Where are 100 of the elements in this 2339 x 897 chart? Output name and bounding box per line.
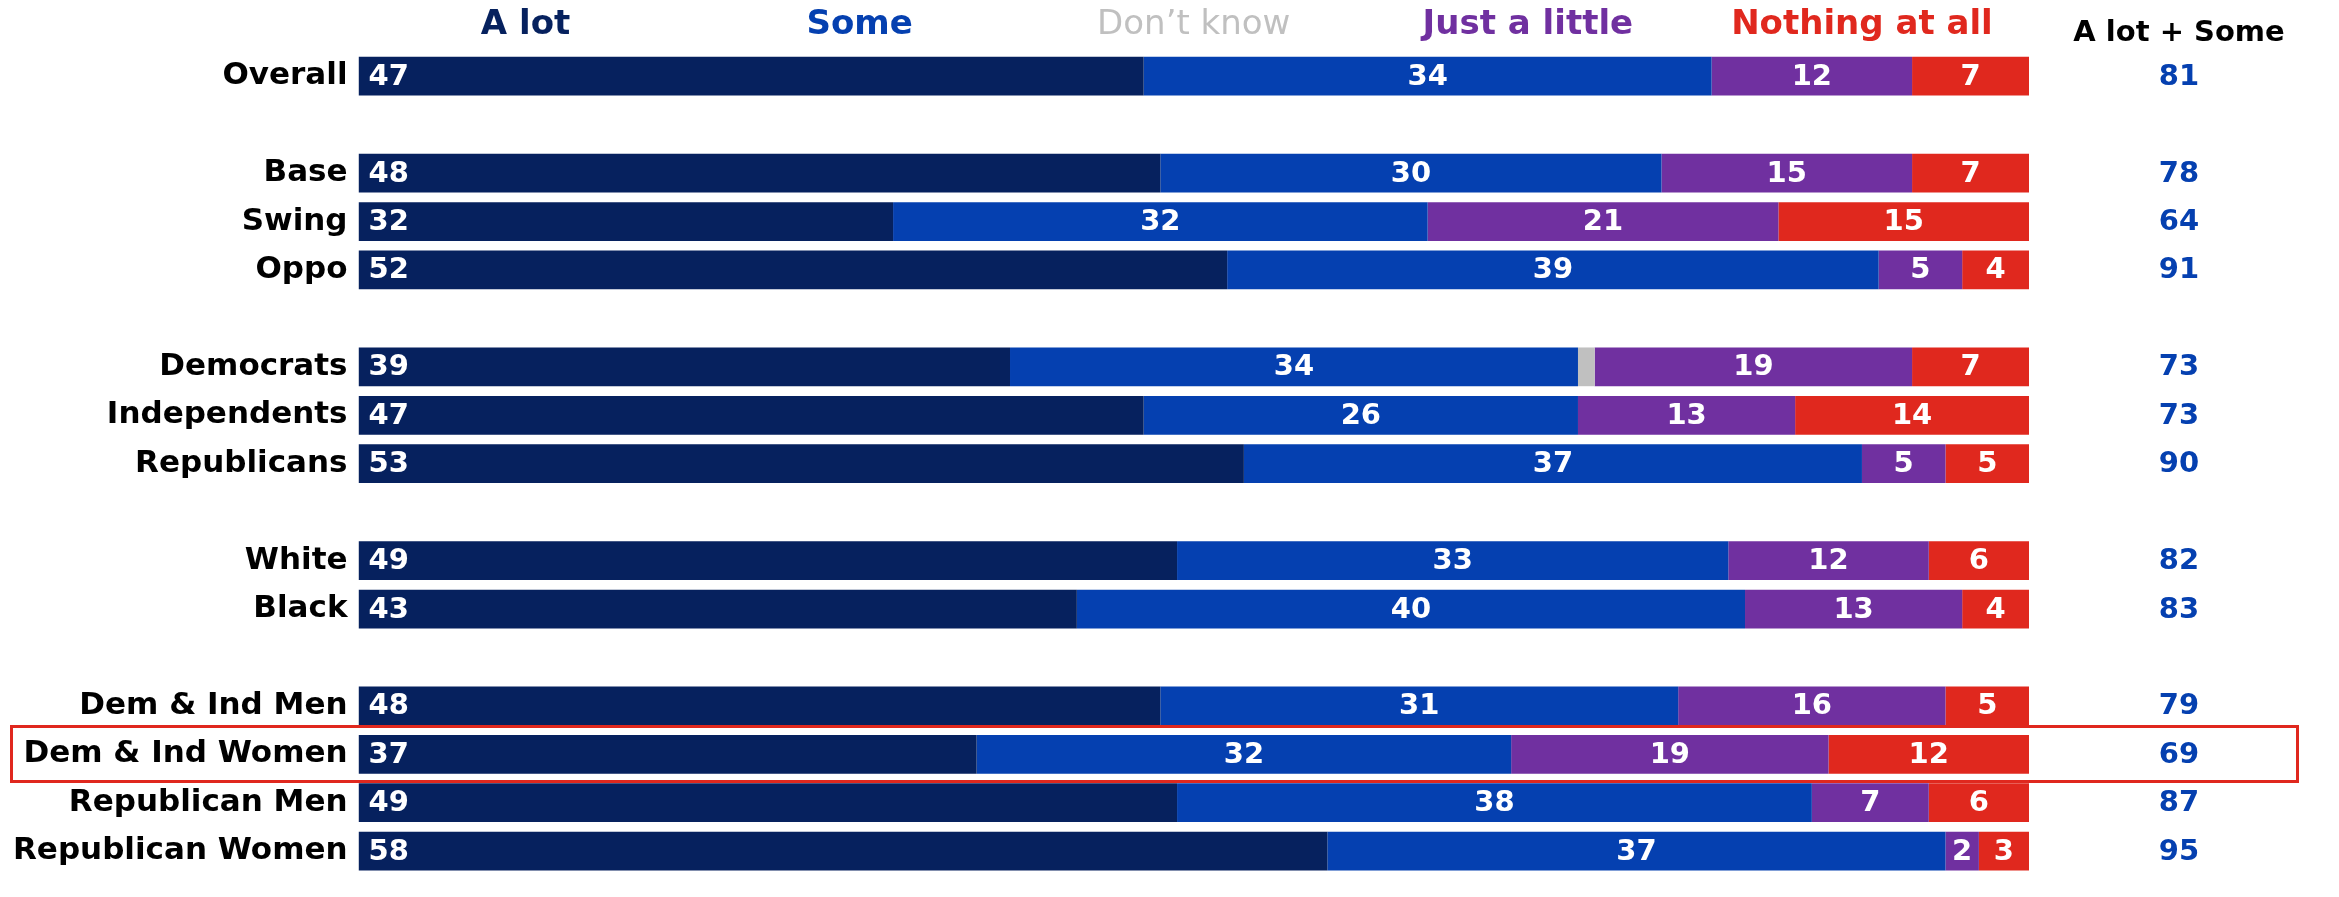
bar <box>1828 734 2029 774</box>
data-label: 58 <box>368 832 409 867</box>
data-label: 47 <box>368 57 409 92</box>
data-label: 15 <box>1883 203 1924 238</box>
data-label: 12 <box>1808 542 1849 577</box>
y-tick-label: Independents <box>106 394 348 431</box>
data-label: 19 <box>1733 348 1774 383</box>
data-label: 37 <box>368 735 409 770</box>
data-label: 21 <box>1582 203 1624 238</box>
data-label: 16 <box>1791 687 1833 722</box>
bar <box>1861 444 1946 484</box>
data-label: 5 <box>1910 251 1931 286</box>
text: A lot + Some <box>2073 13 2285 48</box>
bar <box>1143 395 1578 435</box>
bar <box>1945 686 2029 726</box>
data-label: 14 <box>1891 396 1933 431</box>
text: 81 <box>2158 57 2200 92</box>
bar <box>358 831 1328 871</box>
bar <box>1577 395 1796 435</box>
bar <box>1577 347 1595 387</box>
bar <box>1010 347 1578 387</box>
text: Some <box>806 2 913 42</box>
text: 64 <box>2158 203 2200 238</box>
text: 87 <box>2158 784 2200 819</box>
y-tick-label: Oppo <box>255 249 348 286</box>
data-label: 6 <box>1968 784 1989 819</box>
bar <box>358 56 1144 96</box>
bar <box>358 153 1161 193</box>
bar <box>358 734 977 774</box>
data-label: 32 <box>1223 735 1265 770</box>
bar <box>1711 56 1913 96</box>
data-label: 48 <box>368 154 409 189</box>
bar <box>1745 589 1963 629</box>
bar <box>358 250 1228 290</box>
bar <box>1912 56 2029 96</box>
data-label: 3 <box>1993 832 2015 867</box>
bar <box>976 734 1512 774</box>
data-label: 49 <box>368 784 409 819</box>
data-label: 39 <box>368 348 409 383</box>
bar <box>1327 831 1946 871</box>
data-label: 31 <box>1399 687 1440 722</box>
y-tick-label: Swing <box>241 200 348 237</box>
data-label: 7 <box>1960 57 1981 92</box>
bar <box>1778 202 2029 241</box>
data-label: 2 <box>1952 832 1973 867</box>
text: 79 <box>2158 687 2200 722</box>
data-label: 39 <box>1532 251 1574 286</box>
text: 73 <box>2158 396 2200 431</box>
data-label: 32 <box>368 203 409 238</box>
bar <box>358 347 1011 387</box>
data-label: 12 <box>1908 735 1949 770</box>
bar <box>358 686 1161 726</box>
data-label: 53 <box>368 445 409 480</box>
text: 83 <box>2158 590 2200 625</box>
data-label: 4 <box>1985 251 2006 286</box>
data-label: 15 <box>1766 154 1807 189</box>
text: 90 <box>2158 445 2200 480</box>
data-label: 47 <box>368 396 409 431</box>
data-label: 12 <box>1791 57 1833 92</box>
bar <box>893 202 1428 241</box>
text: 73 <box>2158 348 2200 383</box>
data-label: 37 <box>1532 445 1574 480</box>
bar <box>1912 153 2029 193</box>
text: Just a little <box>1422 2 1634 42</box>
data-label: 40 <box>1390 590 1432 625</box>
series-label: Nothing at all <box>1731 2 1993 42</box>
bar <box>1143 56 1712 96</box>
bar <box>1427 202 1779 241</box>
data-label: 30 <box>1390 154 1432 189</box>
data-label: 5 <box>1977 687 1998 722</box>
text: 95 <box>2158 832 2200 867</box>
bar <box>1160 686 1679 726</box>
data-label: 7 <box>1960 154 1981 189</box>
data-label: 49 <box>368 542 409 577</box>
bar <box>358 589 1077 629</box>
y-tick-label: Base <box>263 152 348 189</box>
y-tick-label: Dem & Ind Women <box>23 733 348 770</box>
bar <box>358 541 1178 580</box>
data-label: 6 <box>1968 542 1989 577</box>
data-label: 52 <box>368 251 409 286</box>
bar <box>358 202 894 241</box>
text: 69 <box>2158 735 2200 770</box>
text: 78 <box>2158 154 2200 189</box>
series-label: A lot <box>480 2 571 42</box>
bar <box>1076 589 1746 629</box>
data-label: 5 <box>1893 445 1914 480</box>
bar <box>1928 783 2029 823</box>
data-label: 38 <box>1474 784 1515 819</box>
bar <box>1811 783 1929 823</box>
bar <box>358 783 1178 823</box>
data-label: 7 <box>1860 784 1881 819</box>
bar <box>358 395 1144 435</box>
y-tick-label: Overall <box>222 55 348 92</box>
y-tick-label: Dem & Ind Men <box>79 684 348 721</box>
bar <box>1795 395 2029 435</box>
data-label: 43 <box>368 590 409 625</box>
text: 91 <box>2158 251 2200 286</box>
y-tick-label: White <box>244 539 348 576</box>
bar <box>1945 444 2029 484</box>
data-label: 13 <box>1666 396 1707 431</box>
